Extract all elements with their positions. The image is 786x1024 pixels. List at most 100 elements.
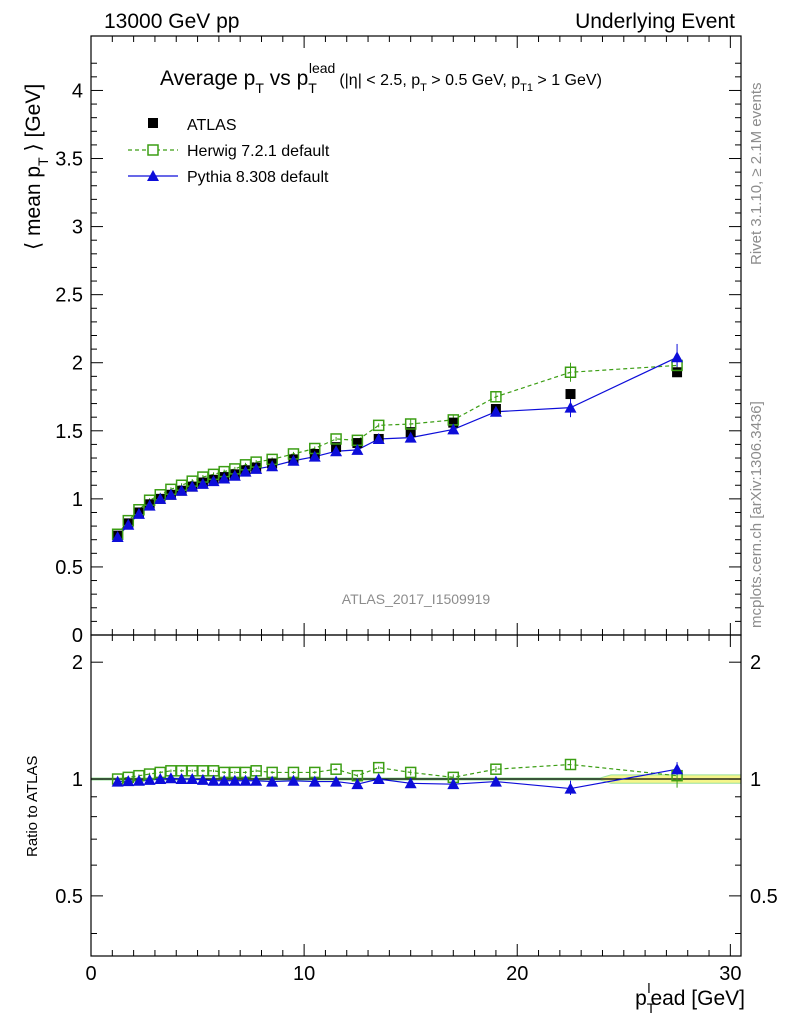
ratio-y-tick-label-right: 2: [750, 652, 761, 674]
ratio-x-tick-label: 0: [85, 963, 96, 985]
pythia-ratio-point: [122, 775, 135, 787]
pythia-ratio-point: [175, 773, 188, 785]
pythia-data-point: [175, 484, 188, 496]
legend-herwig-marker: [147, 144, 159, 156]
title-cuts-sub2: T1: [520, 82, 533, 94]
ratio-y-tick-label-right: 1: [750, 769, 761, 791]
legend-pythia-label: Pythia 8.308 default: [187, 169, 329, 186]
pythia-data-point: [372, 432, 385, 444]
pythia-data-point: [218, 472, 231, 484]
legend-atlas-marker: [148, 118, 158, 128]
title-main-a: Average p: [160, 67, 255, 90]
pythia-data-point: [250, 462, 263, 474]
pythia-data-point: [164, 488, 177, 500]
main-y-tick-label: 4: [72, 80, 83, 102]
herwig-data-point: [564, 366, 577, 379]
xlabel-sup: l: [647, 980, 650, 996]
legend: ATLAS Herwig 7.2.1 default Pythia 8.308 …: [128, 117, 330, 186]
pythia-data-point: [186, 480, 199, 492]
pythia-data-point: [330, 445, 343, 457]
pythia-data-point: [351, 443, 364, 455]
title-cuts-a: (|η| < 2.5, p: [339, 72, 420, 89]
pythia-ratio-point: [372, 773, 385, 785]
legend-herwig-label: Herwig 7.2.1 default: [187, 143, 330, 160]
herwig-ratio-point: [372, 761, 385, 774]
pythia-ratio-point: [132, 774, 145, 786]
atlas-data-point: [672, 367, 683, 378]
ratio-x-tick-label: 10: [293, 963, 315, 985]
atlas-data-point: [448, 417, 459, 428]
pythia-data-point: [404, 431, 417, 443]
ylabel-main-sub: T: [35, 157, 51, 166]
pythia-data-point: [671, 351, 684, 363]
pythia-data-point: [111, 530, 124, 542]
pythia-data-point: [308, 450, 321, 462]
pythia-data-point: [489, 405, 502, 417]
pythia-ratio-point: [266, 775, 279, 787]
xlabel-b: ead [GeV]: [650, 987, 745, 1010]
ratio-frame: [90, 634, 742, 957]
legend-pythia-marker: [147, 170, 159, 181]
pythia-ratio-point: [207, 774, 220, 786]
legend-atlas-label: ATLAS: [187, 117, 237, 134]
pythia-ratio-point: [404, 777, 417, 789]
herwig-data-point: [490, 391, 502, 403]
ratio-x-tick-label: 30: [719, 963, 741, 985]
rivet-annotation: Rivet 3.1.10, ≥ 2.1M events: [748, 83, 765, 266]
pythia-data-point: [196, 477, 209, 489]
pythia-ratio-point: [564, 782, 577, 794]
main-y-tick-label: 3: [72, 217, 83, 239]
pythia-ratio-point: [287, 774, 300, 786]
title-main-sub2: T: [308, 80, 317, 96]
pythia-ratio-point: [143, 773, 156, 785]
title-cuts-c: > 1 GeV): [533, 72, 602, 89]
main-y-tick-label: 2: [72, 353, 83, 375]
title-main-sub1: T: [255, 80, 264, 96]
pythia-data-point: [122, 518, 135, 530]
herwig-ratio-point: [330, 763, 342, 775]
analysis-watermark: ATLAS_2017_I1509919: [342, 591, 491, 607]
pythia-data-point: [564, 401, 577, 413]
main-y-tick-label: 3.5: [55, 149, 83, 171]
pythia-data-point: [287, 454, 300, 466]
pythia-ratio-point: [447, 778, 460, 790]
title-main-b: vs p: [264, 67, 308, 90]
pythia-data-point: [447, 423, 460, 435]
atlas-data-point: [352, 438, 363, 449]
pythia-ratio-point: [196, 773, 209, 785]
herwig-series-line: [117, 364, 678, 535]
herwig-ratio-point: [490, 763, 502, 775]
pythia-ratio-point: [250, 774, 263, 786]
pythia-ratio-point: [308, 775, 321, 787]
ratio-panel: 0 10 20 30 0.5 0.5 1 1 2 2: [55, 634, 778, 985]
header-right: Underlying Event: [575, 10, 735, 33]
herwig-data-point: [372, 419, 385, 432]
pythia-ratio-point: [164, 772, 177, 784]
herwig-ratio-point: [564, 758, 577, 771]
herwig-data-point: [330, 433, 342, 445]
pythia-data-point: [239, 465, 252, 477]
main-y-tick-label: 2.5: [55, 285, 83, 307]
x-axis-label: pTlead [GeV]: [635, 980, 745, 1016]
pythia-data-point: [154, 492, 167, 504]
pythia-series-line: [117, 356, 678, 538]
ratio-x-tick-label: 20: [506, 963, 528, 985]
pythia-ratio-point: [489, 775, 502, 787]
title-cuts-b: > 0.5 GeV, p: [427, 72, 520, 89]
pythia-data-point: [207, 475, 220, 487]
main-y-tick-label: 0: [72, 625, 83, 647]
pythia-ratio-point: [228, 774, 241, 786]
main-y-tick-label: 0.5: [55, 557, 83, 579]
pythia-ratio-point: [111, 775, 124, 787]
ylabel-main-b: ⟩ [GeV]: [22, 84, 45, 158]
y-axis-label-ratio: Ratio to ATLAS: [24, 756, 41, 857]
ratio-y-tick-label: 2: [72, 652, 83, 674]
herwig-ratio-line: [117, 763, 678, 780]
pythia-data-point: [228, 469, 241, 481]
title-main-sup2: lead: [309, 60, 335, 76]
pythia-ratio-point: [351, 778, 364, 790]
plot-title: Average pT vs pTlead(|η| < 2.5, pT > 0.5…: [160, 60, 602, 96]
ylabel-main-a: ⟨ mean p: [22, 166, 45, 250]
pythia-ratio-point: [239, 774, 252, 786]
pythia-data-point: [143, 499, 156, 511]
